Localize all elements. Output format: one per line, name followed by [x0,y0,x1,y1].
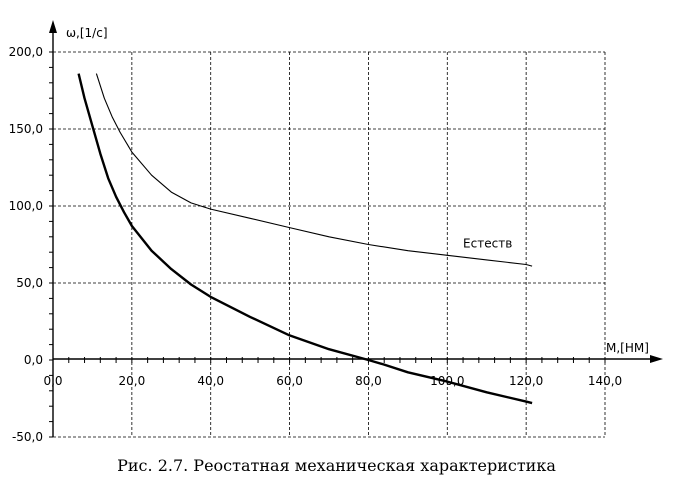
x-tick-label: 140,0 [588,374,622,388]
y-tick-label: -50,0 [12,430,43,444]
y-axis-arrow [49,20,57,33]
tick-labels: 0,0 20,0 40,0 60,0 80,0 100,0 120,0 140,0 -50,0 0… [9,45,623,444]
x-tick-label: 0,0 [43,374,62,388]
x-axis-label: M,[HM] [606,341,649,355]
x-tick-label: 40,0 [197,374,224,388]
x-axis-arrow [650,355,663,363]
x-tick-label: 120,0 [509,374,543,388]
y-tick-label: 150,0 [9,122,43,136]
x-tick-label: 80,0 [355,374,382,388]
y-tick-label: 100,0 [9,199,43,213]
y-axis-label: ω,[1/c] [66,26,108,40]
y-tick-label: 0,0 [24,353,43,367]
series-natural-line [95,73,533,267]
series-layer [77,73,533,405]
series-annotation: Естеств [463,237,512,251]
chart: 0,0 20,0 40,0 60,0 80,0 100,0 120,0 140,0 -50,0 0… [9,20,663,444]
annotation-layer: Естеств [463,237,512,251]
y-tick-label: 200,0 [9,45,43,59]
y-tick-label: 50,0 [16,276,43,290]
minor-ticks [49,51,606,438]
axes [49,20,663,437]
x-tick-label: 60,0 [276,374,303,388]
x-tick-label: 20,0 [118,374,145,388]
figure-caption: Рис. 2.7. Реостатная механическая характ… [117,456,556,475]
series-rheostat-line [77,73,533,405]
